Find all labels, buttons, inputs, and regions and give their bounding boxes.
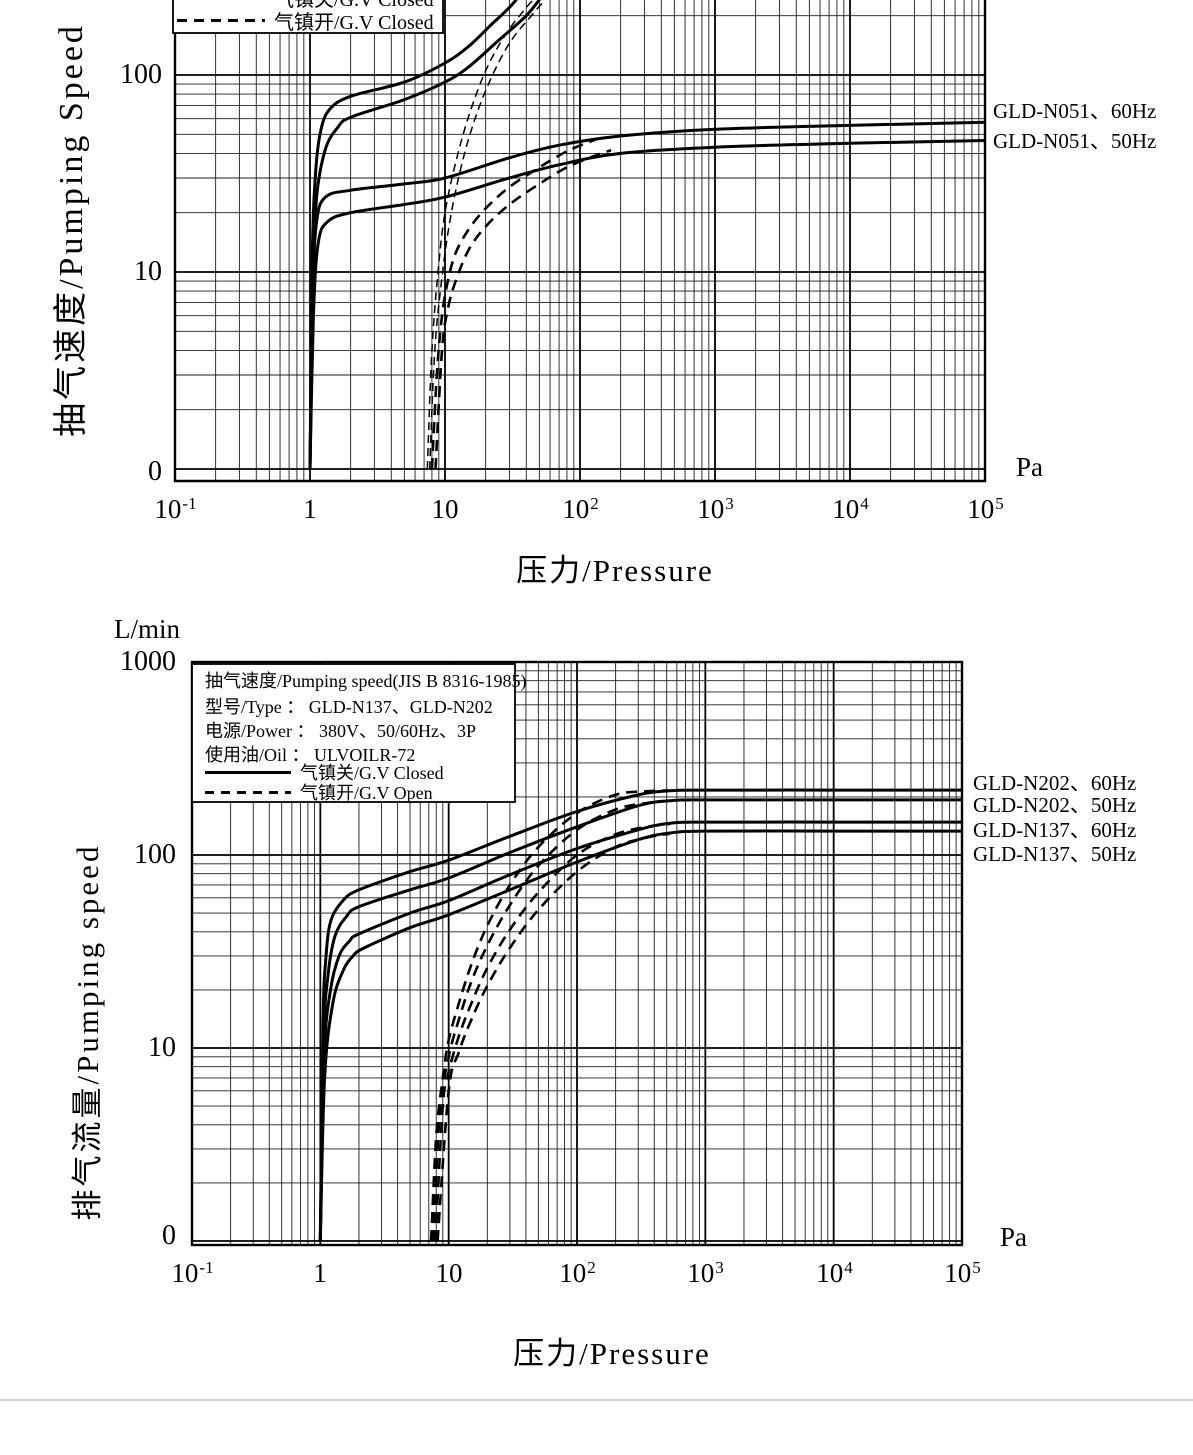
bottom-x-tick: 102 [559,1258,596,1288]
top-legend-row-gv-open: 气镇开/G.V Closed [177,7,434,34]
bottom-legend-title: 抽气速度/Pumping speed(JIS B 8316-1985) [205,671,527,691]
top-x-tick: 1 [303,494,317,524]
top-y-tick: 10 [134,256,162,287]
bottom-x-tick: 105 [944,1258,981,1288]
bottom-x-tick: 103 [687,1258,724,1288]
top-x-tick: 10-1 [154,494,197,524]
dashed-line-sample [205,790,291,794]
bottom-y-tick: 100 [134,839,176,870]
bottom-y-axis-unit: L/min [114,614,180,644]
top-legend-label: 气镇关/G.V Closed [274,0,434,12]
bottom-x-tick: 1 [313,1258,327,1288]
top-x-axis-title: 压力/Pressure [516,553,714,588]
bottom-x-axis-unit: Pa [1000,1222,1027,1252]
top-y-tick: 0 [148,456,162,487]
curve-label-gld-n202-60hz: GLD-N202、60Hz [973,771,1137,795]
bottom-legend-label: 气镇关/G.V Closed [300,763,444,783]
top-legend-label: 气镇开/G.V Closed [274,11,434,34]
bottom-legend-label: 气镇开/G.V Open [300,783,433,803]
top-legend-row-gv-closed: 气镇关/G.V Closed [177,0,434,12]
solid-line-sample [205,770,291,774]
bottom-x-axis-title: 压力/Pressure [513,1336,711,1371]
top-x-axis-unit: Pa [1016,452,1043,482]
dashed-line-sample [177,18,265,22]
bottom-x-tick: 10 [435,1258,463,1288]
top-x-tick: 10 [431,494,459,524]
curve-label-gld-n202-50hz: GLD-N202、50Hz [973,793,1137,817]
top-y-tick: 100 [120,59,162,90]
bottom-legend-type: 型号/Type ： GLD-N137、GLD-N202 [205,697,493,717]
curve-label-gld-n137-50hz: GLD-N137、50Hz [973,842,1137,866]
top-x-tick: 102 [562,494,599,524]
curve-label-gld-n051-60hz: GLD-N051、60Hz [993,99,1157,123]
page-divider [0,1399,1193,1401]
top-x-tick: 105 [967,494,1004,524]
bottom-x-tick: 10-1 [171,1258,214,1288]
curve-label-gld-n051-50hz: GLD-N051、50Hz [993,129,1157,153]
bottom-legend-row-gv-open: 气镇开/G.V Open [205,781,433,803]
bottom-legend-row-gv-closed: 气镇关/G.V Closed [205,761,444,783]
curve-label-gld-n137-60hz: GLD-N137、60Hz [973,818,1137,842]
bottom-x-tick: 104 [816,1258,853,1288]
bottom-y-tick: 0 [162,1220,176,1251]
top-x-tick: 103 [697,494,734,524]
bottom-legend-oil: 使用油/Oil ： ULVOILR-72 [205,745,416,765]
top-x-tick: 104 [832,494,869,524]
bottom-legend-power: 电源/Power ： 380V、50/60Hz、3P [205,721,476,741]
bottom-y-tick: 1000 [120,646,176,677]
bottom-y-tick: 10 [148,1032,176,1063]
